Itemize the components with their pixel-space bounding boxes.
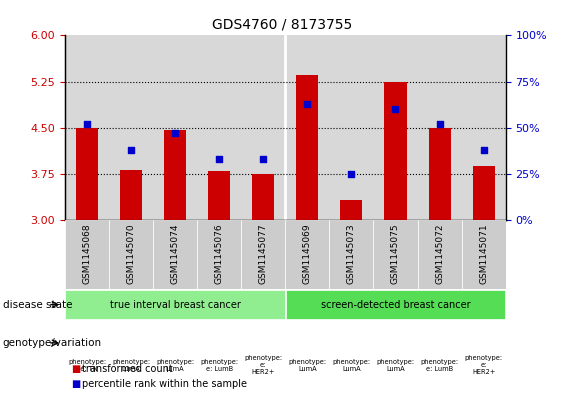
- Point: [171, 130, 180, 136]
- Bar: [109, 220, 153, 289]
- Text: GSM1145077: GSM1145077: [259, 224, 268, 284]
- Bar: [462, 220, 506, 289]
- Bar: [241, 220, 285, 289]
- Point: [303, 101, 312, 107]
- Bar: [285, 35, 329, 220]
- Bar: [285, 220, 329, 289]
- Text: phenotype:
e: LumB: phenotype: e: LumB: [420, 359, 459, 372]
- Text: phenotype:
LumA: phenotype: LumA: [156, 359, 194, 372]
- Text: screen-detected breast cancer: screen-detected breast cancer: [321, 299, 470, 310]
- Point: [479, 147, 488, 153]
- Text: phenotype:
e:
HER2+: phenotype: e: HER2+: [244, 356, 282, 375]
- Bar: [153, 220, 197, 289]
- Text: phenotype:
e:
HER2+: phenotype: e: HER2+: [464, 356, 503, 375]
- Text: GSM1145071: GSM1145071: [479, 224, 488, 284]
- Bar: [296, 75, 318, 220]
- Text: GSM1145076: GSM1145076: [215, 224, 224, 284]
- Text: GSM1145073: GSM1145073: [347, 224, 356, 284]
- Bar: [462, 35, 506, 220]
- Text: phenotype:
e: LumB: phenotype: e: LumB: [200, 359, 238, 372]
- Bar: [340, 200, 363, 220]
- Point: [127, 147, 136, 153]
- Text: GSM1145075: GSM1145075: [391, 224, 400, 284]
- Bar: [65, 220, 109, 289]
- Text: GSM1145072: GSM1145072: [435, 224, 444, 284]
- Bar: [428, 128, 451, 220]
- Text: percentile rank within the sample: percentile rank within the sample: [82, 378, 247, 389]
- Text: transformed count: transformed count: [82, 364, 173, 374]
- Text: genotype/variation: genotype/variation: [3, 338, 102, 348]
- Bar: [208, 171, 231, 220]
- Bar: [76, 128, 98, 220]
- Bar: [286, 290, 505, 319]
- Text: GSM1145069: GSM1145069: [303, 224, 312, 284]
- Text: GSM1145070: GSM1145070: [127, 224, 136, 284]
- Bar: [373, 220, 418, 289]
- Bar: [153, 35, 197, 220]
- Bar: [65, 35, 109, 220]
- Point: [82, 121, 92, 127]
- Text: phenotype:
LumA: phenotype: LumA: [332, 359, 371, 372]
- Text: phenotype:
LumA: phenotype: LumA: [288, 359, 327, 372]
- Point: [347, 171, 356, 177]
- Bar: [66, 290, 285, 319]
- Bar: [329, 35, 373, 220]
- Bar: [329, 220, 373, 289]
- Bar: [241, 35, 285, 220]
- Point: [215, 156, 224, 162]
- Bar: [472, 166, 494, 220]
- Bar: [418, 220, 462, 289]
- Text: ■: ■: [71, 378, 80, 389]
- Text: disease state: disease state: [3, 299, 72, 310]
- Text: true interval breast cancer: true interval breast cancer: [110, 299, 241, 310]
- Bar: [373, 35, 418, 220]
- Bar: [384, 82, 406, 220]
- Bar: [120, 170, 142, 220]
- Text: ■: ■: [71, 364, 80, 374]
- Bar: [197, 35, 241, 220]
- Bar: [418, 35, 462, 220]
- Point: [435, 121, 444, 127]
- Point: [391, 106, 400, 112]
- Text: GSM1145074: GSM1145074: [171, 224, 180, 284]
- Bar: [164, 130, 186, 220]
- Text: phenotype:
pe: TN: phenotype: pe: TN: [68, 359, 106, 372]
- Bar: [109, 35, 153, 220]
- Text: GDS4760 / 8173755: GDS4760 / 8173755: [212, 18, 353, 32]
- Text: phenotype:
LumA: phenotype: LumA: [112, 359, 150, 372]
- Bar: [197, 220, 241, 289]
- Point: [259, 156, 268, 162]
- Text: phenotype:
LumA: phenotype: LumA: [376, 359, 415, 372]
- Text: GSM1145068: GSM1145068: [82, 224, 92, 284]
- Bar: [252, 174, 275, 220]
